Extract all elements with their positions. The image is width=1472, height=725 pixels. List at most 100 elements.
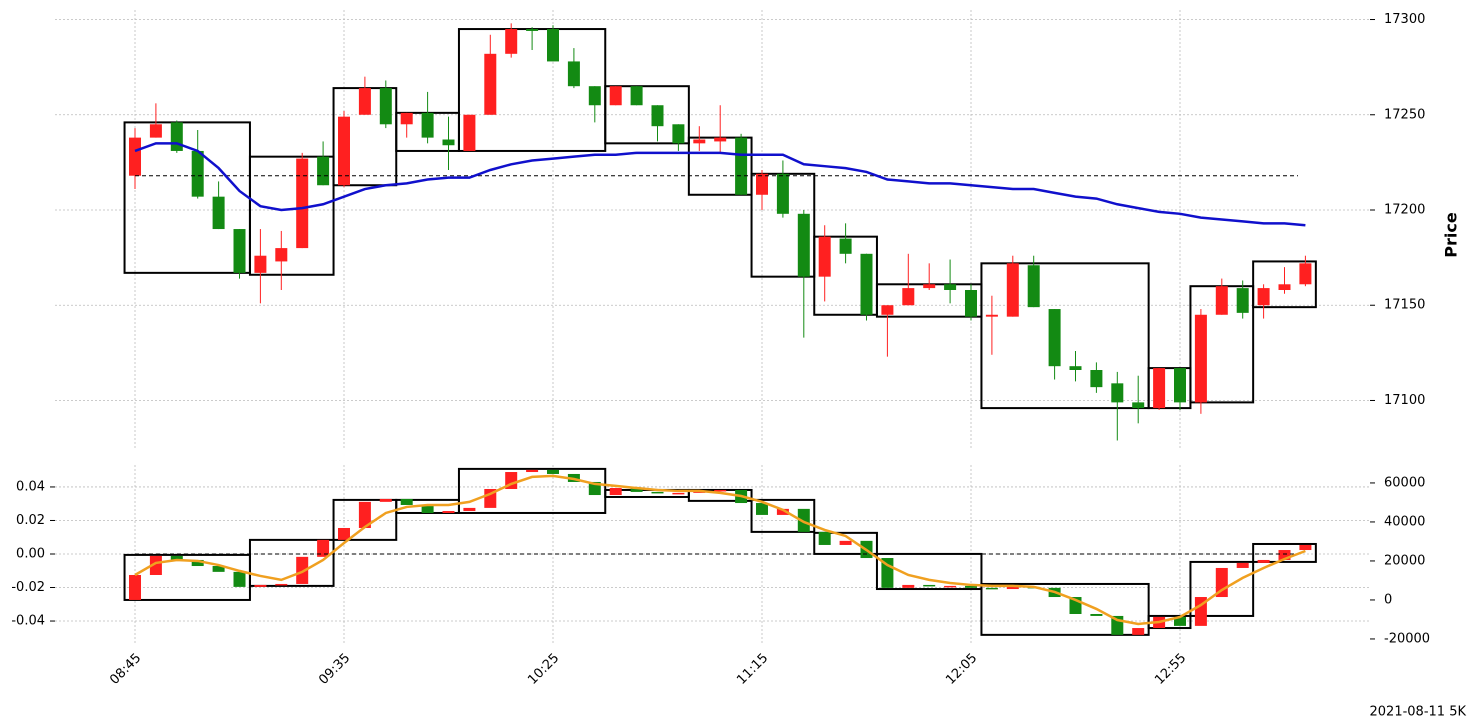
candle-body xyxy=(839,540,852,545)
candle-body xyxy=(1299,263,1312,285)
candle-body xyxy=(1174,616,1186,626)
candle-body xyxy=(379,88,392,125)
y-tick-label: 17250 xyxy=(1384,107,1425,122)
candle-body xyxy=(275,248,288,262)
candle-body xyxy=(651,105,664,127)
candle-body xyxy=(526,469,539,473)
candle-body xyxy=(902,288,915,306)
candle-body xyxy=(547,469,559,474)
x-tick-label: 11:15 xyxy=(734,651,771,688)
x-tick-label: 08:45 xyxy=(107,651,144,688)
candle-body xyxy=(129,574,141,600)
candle-body xyxy=(714,137,727,142)
candle-body xyxy=(693,139,706,144)
x-tick-label: 09:35 xyxy=(316,651,353,688)
candle-body xyxy=(296,556,309,584)
candle-body xyxy=(714,489,727,492)
candle-body xyxy=(1069,366,1082,370)
candle-body xyxy=(985,587,998,590)
y-axis-label: Price xyxy=(1442,212,1461,258)
candle-body xyxy=(400,112,413,125)
candle-body xyxy=(818,531,831,545)
candle-body xyxy=(1132,402,1145,409)
candle-body xyxy=(505,29,518,54)
candle-body xyxy=(672,124,685,144)
candle-body xyxy=(296,158,309,249)
range-box xyxy=(1252,260,1317,309)
candle-body xyxy=(588,86,601,106)
candle-body xyxy=(672,492,685,495)
candle-body xyxy=(1236,562,1249,568)
candle-body xyxy=(421,112,434,138)
candle-body xyxy=(797,213,810,277)
candle-body xyxy=(1111,383,1124,403)
candle-body xyxy=(818,236,831,277)
candle-body xyxy=(317,539,330,557)
candle-body xyxy=(776,173,789,214)
candle-body xyxy=(944,585,957,588)
candle-body xyxy=(985,314,998,317)
candle-body xyxy=(797,508,810,532)
candle-body xyxy=(1215,567,1228,598)
y2-tick-label: -20000 xyxy=(1384,631,1430,646)
candle-body xyxy=(1153,368,1166,409)
range-box xyxy=(123,121,251,274)
y2-tick-label: 40000 xyxy=(1384,514,1425,529)
candle-body xyxy=(902,584,915,588)
candle-body xyxy=(1090,370,1103,388)
range-box xyxy=(980,582,1150,636)
candle-body xyxy=(735,137,748,195)
candle-body xyxy=(1194,314,1207,403)
range-box xyxy=(457,467,607,514)
candle-body xyxy=(233,229,246,273)
candle-body xyxy=(338,527,350,540)
candle-body xyxy=(421,504,434,513)
candle-body xyxy=(1278,284,1291,290)
candle-body xyxy=(756,173,768,195)
candle-body xyxy=(191,150,204,197)
candle-body xyxy=(944,284,957,290)
y-tick-label: -0.02 xyxy=(11,580,45,595)
range-box xyxy=(248,538,335,587)
x-tick-label: 12:05 xyxy=(943,651,980,688)
candle-body xyxy=(1215,286,1228,315)
candle-body xyxy=(630,488,643,492)
y-tick-label: 0.04 xyxy=(16,479,45,494)
candle-body xyxy=(170,555,183,560)
candle-body xyxy=(170,122,183,151)
moving-average-line xyxy=(134,474,1306,626)
range-box xyxy=(980,262,1150,410)
candle-body xyxy=(923,284,936,289)
y-tick-label: 0.00 xyxy=(16,546,45,561)
candle-body xyxy=(191,559,204,567)
candle-body xyxy=(965,290,977,317)
candle-body xyxy=(442,139,455,146)
candle-body xyxy=(651,491,664,494)
candle-body xyxy=(1278,550,1291,560)
candle-body xyxy=(609,488,622,496)
candle-body xyxy=(358,88,371,115)
candle-body xyxy=(567,61,580,87)
candle-body xyxy=(839,238,852,254)
candle-body xyxy=(965,585,977,588)
candle-body xyxy=(379,498,392,502)
candle-body xyxy=(1257,288,1270,306)
y-tick-label: 17200 xyxy=(1384,203,1425,218)
x-tick-label: 12:55 xyxy=(1152,651,1189,688)
range-box xyxy=(750,498,816,533)
candle-body xyxy=(463,114,476,151)
candle-body xyxy=(358,501,371,528)
candle-body xyxy=(1048,309,1061,367)
y-tick-label: 17150 xyxy=(1384,298,1425,313)
range-box xyxy=(1252,542,1317,563)
y2-tick-label: 60000 xyxy=(1384,475,1425,490)
candle-body xyxy=(254,584,267,587)
candle-body xyxy=(338,116,350,186)
candle-body xyxy=(212,196,225,230)
y-tick-label: 17100 xyxy=(1384,393,1425,408)
candle-body xyxy=(923,584,936,587)
candle-body xyxy=(212,566,225,572)
candle-body xyxy=(1027,265,1040,308)
candle-body xyxy=(860,253,873,315)
y-tick-label: 0.02 xyxy=(16,513,45,528)
